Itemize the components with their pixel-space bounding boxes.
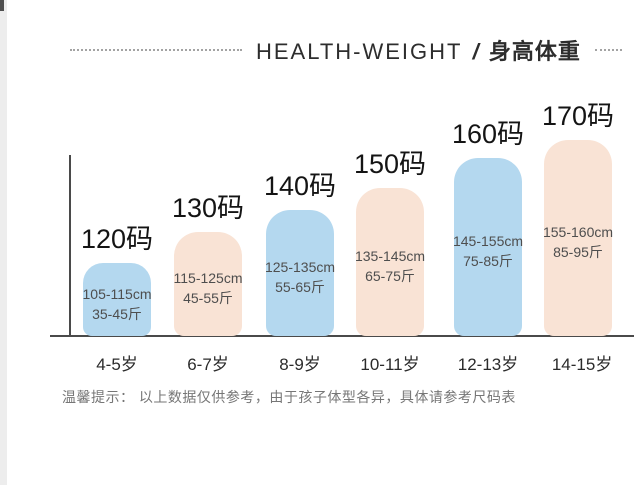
height-range-170: 155-160cm xyxy=(542,224,614,240)
weight-range-120: 35-45斤 xyxy=(92,305,142,322)
size-label-130: 130码 xyxy=(171,193,245,223)
disclaimer-note: 温馨提示： 以上数据仅供参考，由于孩子体型各异，具体请参考尺码表 xyxy=(62,389,516,405)
height-range-160: 145-155cm xyxy=(452,233,524,249)
weight-range-170: 85-95斤 xyxy=(553,244,603,260)
title-divider-left xyxy=(70,49,242,51)
weight-range-150: 65-75斤 xyxy=(365,268,415,284)
x-axis-line xyxy=(50,335,634,337)
title-separator: / xyxy=(472,39,479,64)
title-chinese: 身高体重 xyxy=(488,39,581,64)
bar-120: 105-115cm 35-45斤 xyxy=(82,263,152,336)
bar-group-130: 130码 115-125cm 45-55斤 6-7岁 xyxy=(171,186,245,374)
bar-140: 125-135cm 55-65斤 xyxy=(264,210,336,336)
size-label-150: 150码 xyxy=(353,149,427,179)
age-label-10-11: 10-11岁 xyxy=(360,355,420,374)
height-range-150: 135-145cm xyxy=(354,248,426,264)
bar-group-120: 120码 105-115cm 35-45斤 4-5岁 xyxy=(80,217,154,374)
bar-160: 145-155cm 75-85斤 xyxy=(452,158,524,336)
age-label-14-15: 14-15岁 xyxy=(551,355,613,374)
bar-150: 135-145cm 65-75斤 xyxy=(354,188,426,336)
page-title-text: HEALTH-WEIGHT / 身高体重 xyxy=(256,34,581,66)
bar-group-150: 150码 135-145cm 65-75斤 10-11岁 xyxy=(353,142,427,374)
size-label-120: 120码 xyxy=(80,224,154,254)
age-label-8-9: 8-9岁 xyxy=(279,355,321,374)
page-title: HEALTH-WEIGHT / 身高体重 xyxy=(70,34,622,66)
weight-range-160: 75-85斤 xyxy=(463,253,513,269)
age-label-6-7: 6-7岁 xyxy=(187,355,229,374)
bar-group-170: 170码 155-160cm 85-95斤 14-15岁 xyxy=(541,94,615,374)
window-edge-corner xyxy=(0,0,4,11)
height-range-120: 105-115cm xyxy=(82,285,152,302)
size-label-160: 160码 xyxy=(451,119,525,149)
weight-range-140: 55-65斤 xyxy=(275,279,325,295)
bar-group-140: 140码 125-135cm 55-65斤 8-9岁 xyxy=(263,164,337,374)
title-english: HEALTH-WEIGHT xyxy=(256,39,463,64)
weight-range-130: 45-55斤 xyxy=(183,290,233,306)
bar-group-160: 160码 145-155cm 75-85斤 12-13岁 xyxy=(451,112,525,374)
y-axis-line xyxy=(69,155,71,336)
size-label-140: 140码 xyxy=(263,171,337,201)
bar-130: 115-125cm 45-55斤 xyxy=(173,232,243,336)
height-range-130: 115-125cm xyxy=(173,270,243,286)
title-divider-right xyxy=(594,49,622,51)
bar-170: 155-160cm 85-95斤 xyxy=(542,140,614,336)
age-label-12-13: 12-13岁 xyxy=(457,355,519,374)
height-range-140: 125-135cm xyxy=(264,259,336,275)
age-label-4-5: 4-5岁 xyxy=(96,355,138,374)
window-edge-artifact xyxy=(0,0,7,485)
size-label-170: 170码 xyxy=(541,101,615,131)
